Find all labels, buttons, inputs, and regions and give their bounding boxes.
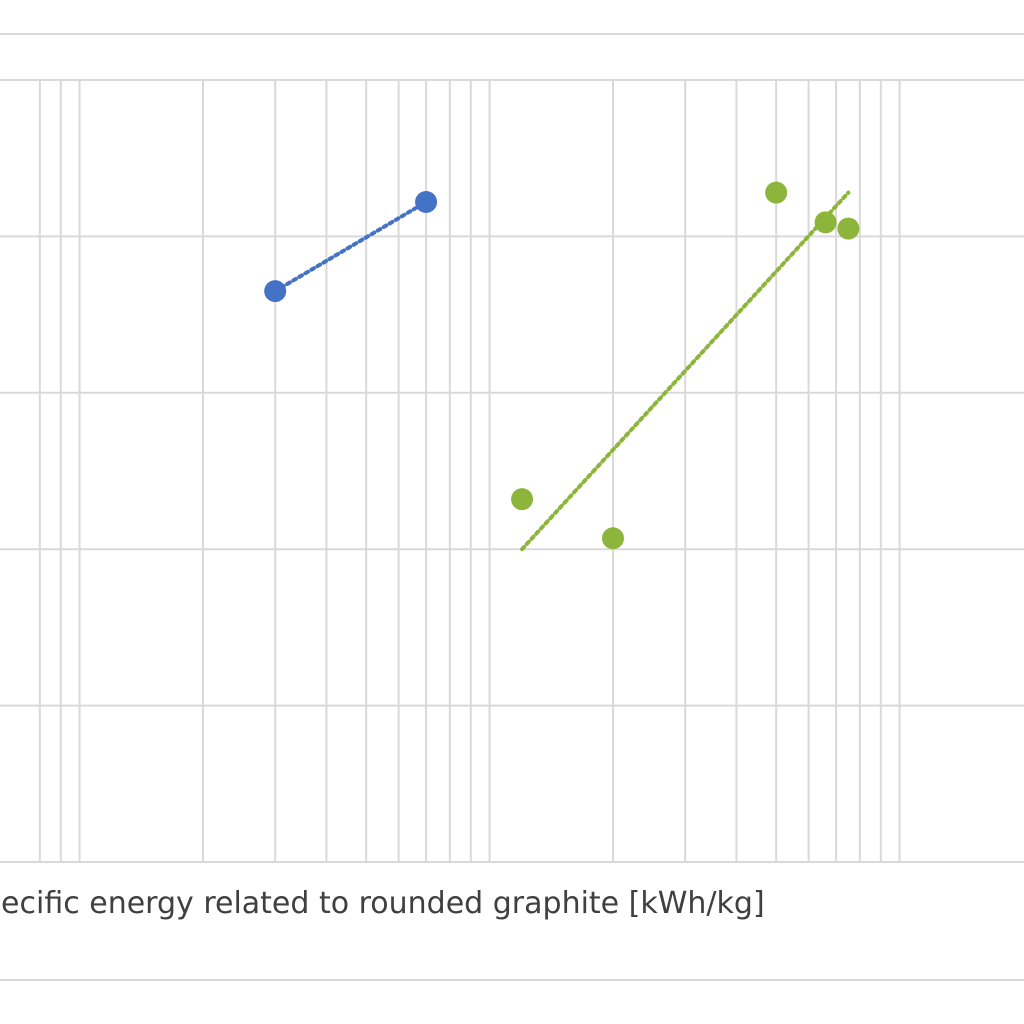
trendline bbox=[520, 190, 851, 552]
gridlines bbox=[0, 79, 1024, 863]
data-point bbox=[765, 181, 788, 204]
x-axis-title: pecific energy related to rounded graphi… bbox=[0, 886, 765, 921]
data-point bbox=[814, 211, 837, 234]
data-point bbox=[602, 527, 624, 550]
trendline bbox=[273, 199, 429, 294]
data-point bbox=[415, 190, 438, 213]
trendlines bbox=[273, 190, 851, 552]
data-points bbox=[264, 181, 860, 550]
data-point bbox=[837, 217, 860, 240]
data-point bbox=[511, 488, 534, 511]
data-point bbox=[264, 280, 287, 303]
